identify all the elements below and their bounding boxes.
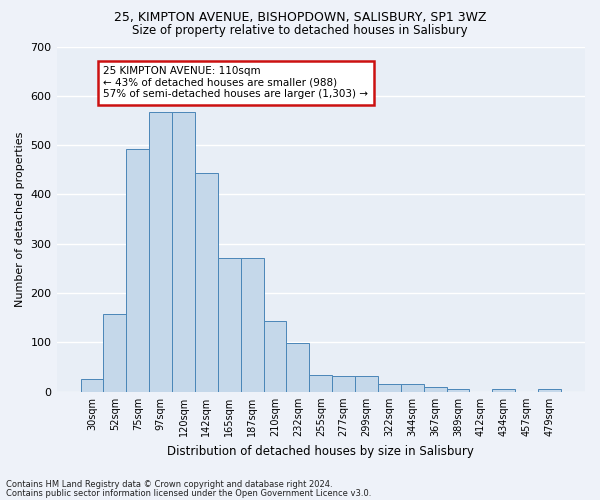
Text: Contains public sector information licensed under the Open Government Licence v3: Contains public sector information licen… [6,488,371,498]
Bar [401,384,424,392]
Bar [332,376,355,392]
Y-axis label: Number of detached properties: Number of detached properties [15,132,25,307]
Bar [446,389,469,392]
Bar [286,344,310,392]
Text: 25, KIMPTON AVENUE, BISHOPDOWN, SALISBURY, SP1 3WZ: 25, KIMPTON AVENUE, BISHOPDOWN, SALISBUR… [114,12,486,24]
Bar [310,374,332,392]
Bar [424,387,446,392]
Bar [195,174,218,392]
Bar [127,149,149,392]
Bar [355,376,378,392]
Bar [149,112,172,392]
Bar [263,321,286,392]
Bar [218,258,241,392]
Text: 25 KIMPTON AVENUE: 110sqm
← 43% of detached houses are smaller (988)
57% of semi: 25 KIMPTON AVENUE: 110sqm ← 43% of detac… [103,66,368,100]
Bar [538,389,561,392]
Bar [103,314,127,392]
Bar [241,258,263,392]
Bar [172,112,195,392]
Bar [378,384,401,392]
Bar [493,390,515,392]
Bar [80,380,103,392]
Text: Size of property relative to detached houses in Salisbury: Size of property relative to detached ho… [132,24,468,37]
X-axis label: Distribution of detached houses by size in Salisbury: Distribution of detached houses by size … [167,444,474,458]
Text: Contains HM Land Registry data © Crown copyright and database right 2024.: Contains HM Land Registry data © Crown c… [6,480,332,489]
